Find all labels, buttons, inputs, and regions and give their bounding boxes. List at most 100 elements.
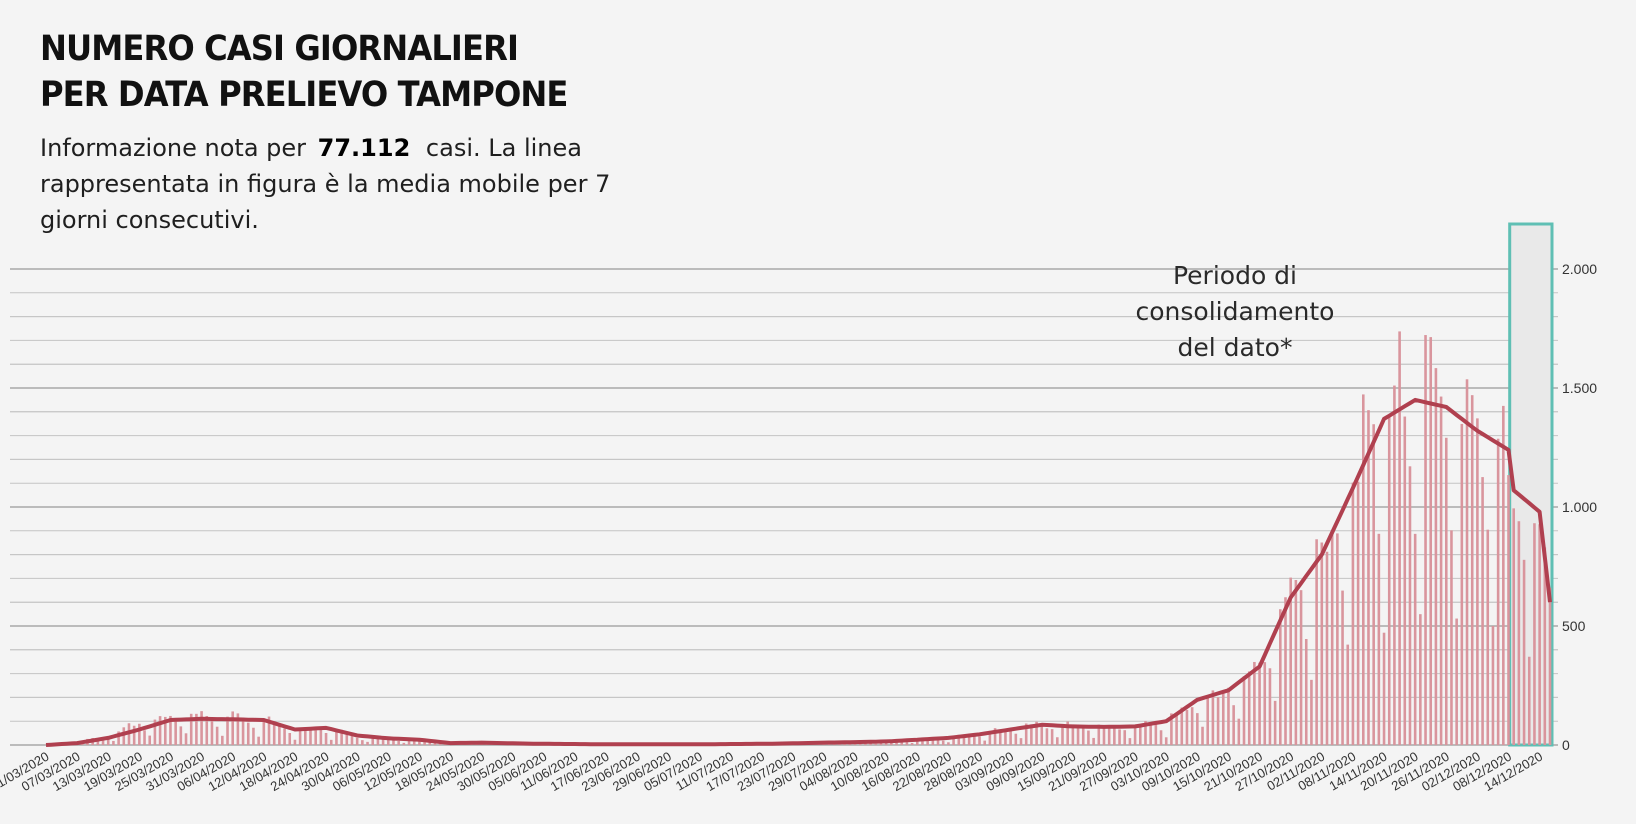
case-bar <box>335 730 338 745</box>
annotation-line-1: Periodo di <box>1172 261 1297 290</box>
case-bar <box>1024 723 1028 745</box>
case-bar <box>1491 625 1495 745</box>
case-bar <box>1170 713 1173 745</box>
case-bar <box>1164 737 1168 745</box>
case-bar <box>1460 423 1464 745</box>
case-bar <box>1455 618 1458 745</box>
case-bar <box>1050 729 1054 745</box>
y-tick-label: 1.500 <box>1562 380 1597 396</box>
annotation-line-2: consolidamento <box>1135 297 1335 326</box>
case-bar <box>1330 530 1334 745</box>
case-bar <box>345 732 349 745</box>
case-bar <box>117 731 120 745</box>
case-bar <box>1040 725 1044 745</box>
case-bar <box>1237 718 1241 745</box>
case-bar <box>1507 475 1510 745</box>
case-bar <box>1118 729 1121 745</box>
case-bar <box>1081 726 1085 745</box>
case-bar <box>143 730 146 745</box>
case-bar <box>1258 662 1261 745</box>
case-bar <box>1517 521 1521 745</box>
case-bar <box>1548 587 1552 745</box>
case-bar <box>1533 523 1536 745</box>
case-bar <box>957 734 961 745</box>
case-bar <box>153 719 157 745</box>
case-bar <box>381 739 385 745</box>
case-bar <box>329 739 333 745</box>
case-bar <box>283 728 286 745</box>
moving-average-line <box>45 397 1552 747</box>
case-bar <box>1253 661 1256 745</box>
case-bar <box>257 736 260 745</box>
case-bar <box>210 721 214 745</box>
case-bar <box>1476 418 1479 745</box>
case-bar <box>101 736 105 745</box>
case-bar <box>288 733 292 745</box>
daily-case-bars <box>44 331 1552 745</box>
case-bar <box>179 726 183 745</box>
case-bar <box>993 728 997 745</box>
case-bar <box>869 742 872 745</box>
case-bar <box>973 735 976 745</box>
case-bar <box>1221 692 1225 745</box>
case-bar <box>1356 481 1360 745</box>
case-bar <box>304 728 307 745</box>
case-bar <box>200 711 203 745</box>
case-bar <box>241 718 245 745</box>
case-bar <box>1299 590 1303 745</box>
title-line-1: NUMERO CASI GIORNALIERI <box>40 29 519 69</box>
case-bar <box>1185 709 1189 745</box>
case-bar <box>1527 656 1531 745</box>
case-bar <box>138 723 141 745</box>
case-bar <box>1045 728 1049 745</box>
case-bar <box>132 725 136 745</box>
x-axis-ticks: 01/03/202007/03/202013/03/202019/03/2020… <box>0 749 1545 795</box>
case-bar <box>1138 725 1142 745</box>
case-bar <box>1092 737 1095 745</box>
case-bar <box>967 736 971 745</box>
case-bar <box>1538 524 1541 745</box>
case-bar <box>983 740 986 745</box>
case-bar <box>1113 725 1116 745</box>
case-bar <box>163 716 167 745</box>
case-bar <box>1004 731 1007 745</box>
case-bar <box>1346 644 1350 745</box>
annotation-line-3: del dato* <box>1177 333 1293 362</box>
case-bar <box>1190 707 1194 745</box>
case-bar <box>340 729 343 745</box>
consolidation-annotation: Periodo di consolidamento del dato* <box>1110 258 1360 366</box>
case-bar <box>952 737 955 745</box>
case-bar <box>1362 394 1365 745</box>
case-bar <box>1496 438 1500 745</box>
case-bar <box>355 737 359 745</box>
case-bar <box>1107 725 1111 745</box>
case-bar <box>423 740 426 745</box>
case-bar <box>158 716 162 745</box>
chart-title: NUMERO CASI GIORNALIERI PER DATA PRELIEV… <box>40 26 568 118</box>
case-bar <box>1439 396 1443 745</box>
case-bar <box>915 739 919 745</box>
case-bar <box>998 731 1002 745</box>
case-bar <box>412 739 416 745</box>
case-bar <box>921 738 924 745</box>
case-bar <box>1175 714 1178 745</box>
y-tick-label: 0 <box>1562 737 1570 753</box>
case-bar <box>309 729 312 745</box>
case-bar <box>231 711 234 745</box>
case-bar <box>433 742 437 745</box>
case-bar <box>376 738 380 745</box>
case-bar <box>1393 385 1396 745</box>
y-tick-label: 1.000 <box>1562 499 1597 515</box>
case-bar <box>838 743 841 745</box>
case-bar <box>1304 638 1308 745</box>
case-bar <box>1310 679 1313 745</box>
chart-subtitle: Informazione nota per 77.112 casi. La li… <box>40 130 610 238</box>
case-bar <box>1066 721 1069 745</box>
case-bar <box>1201 726 1204 745</box>
case-bar <box>1382 632 1386 745</box>
case-bar <box>1351 482 1355 745</box>
case-bar <box>1470 395 1474 745</box>
case-bar <box>1180 707 1184 745</box>
case-bar <box>226 716 229 745</box>
